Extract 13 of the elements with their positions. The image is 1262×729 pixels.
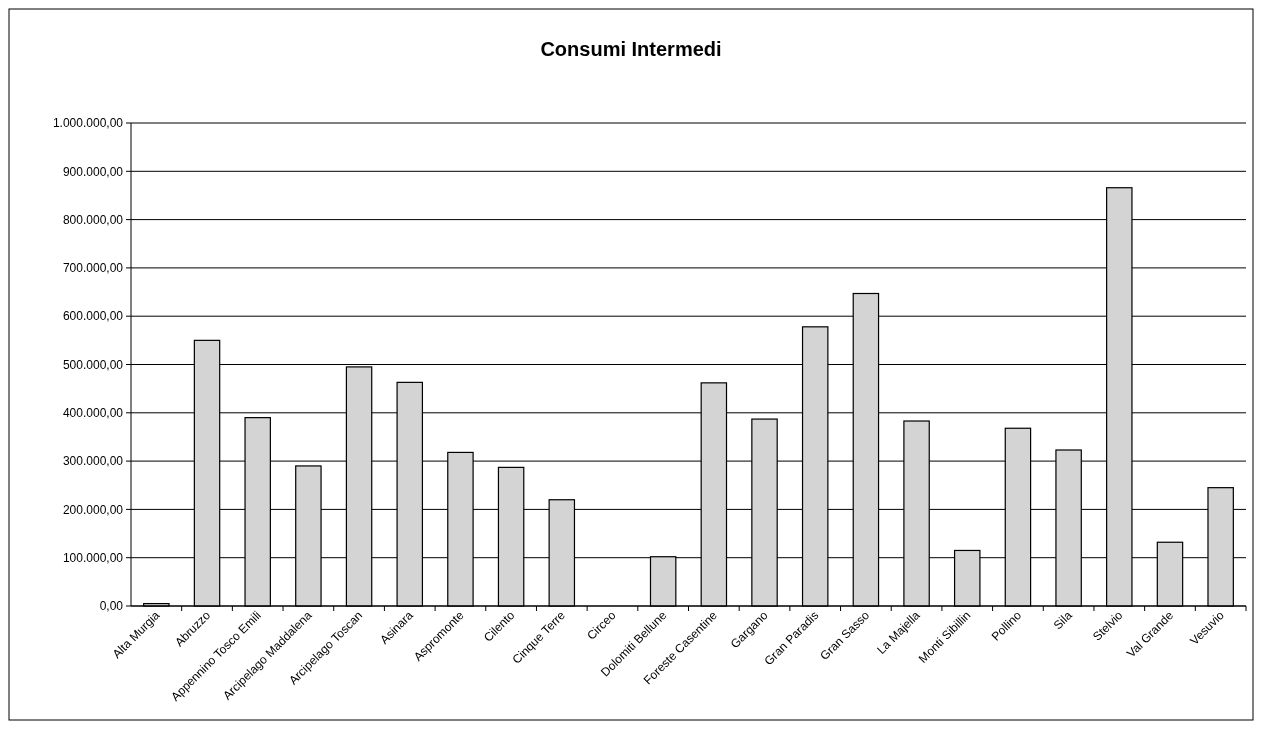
y-tick-label: 200.000,00 — [62, 502, 124, 517]
y-tick-label: 600.000,00 — [62, 309, 124, 324]
y-tick-label: 700.000,00 — [62, 261, 124, 276]
y-tick-label: 500.000,00 — [62, 357, 124, 372]
y-tick-label: 0,00 — [99, 599, 124, 614]
x-tick-label: Sila — [1050, 608, 1075, 633]
y-tick-label: 900.000,00 — [62, 164, 124, 179]
y-tick-label: 400.000,00 — [62, 406, 124, 420]
y-tick-label: 100.000,00 — [62, 550, 124, 565]
chart-title: Consumi Intermedi — [540, 38, 722, 60]
y-tick-label: 800.000,00 — [62, 212, 124, 227]
y-tick-label: 300.000,00 — [62, 454, 124, 469]
y-tick-label: 1.000.000,00 — [52, 116, 124, 131]
